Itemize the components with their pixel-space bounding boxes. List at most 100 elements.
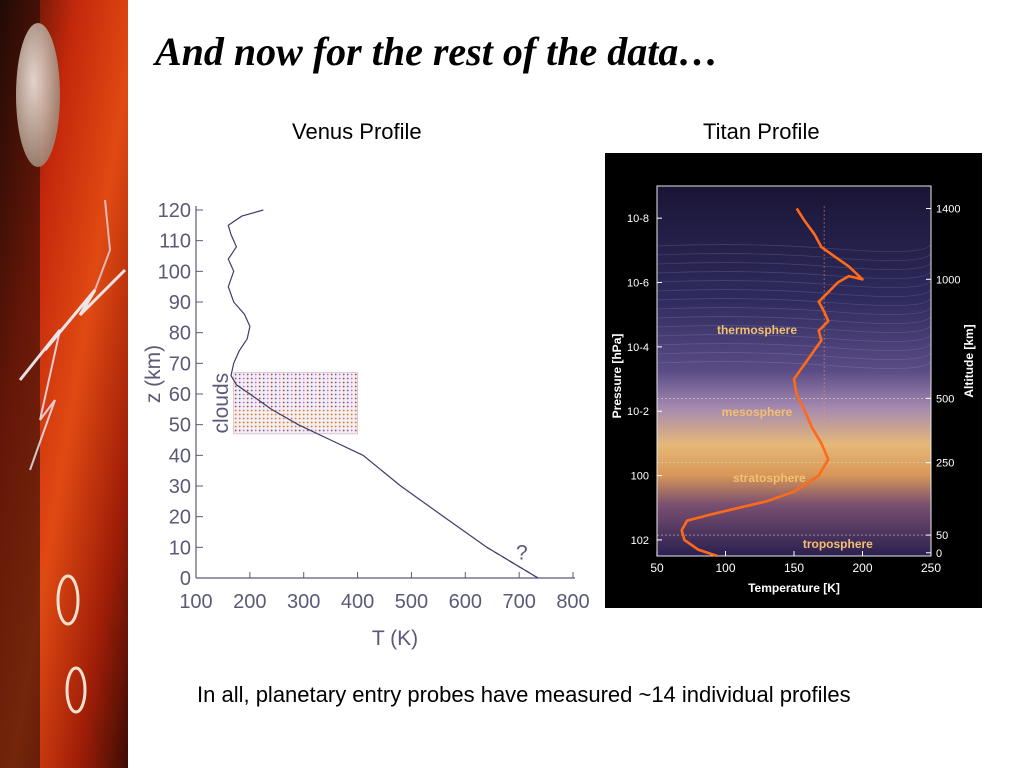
cloud-particle (354, 425, 357, 428)
cloud-particle (330, 425, 333, 428)
cloud-particle (298, 377, 301, 380)
cloud-particle (254, 385, 257, 388)
cloud-particle (298, 421, 301, 424)
cloud-particle (338, 397, 341, 400)
cloud-particle (322, 393, 325, 396)
y-axis-label: z (km) (142, 345, 165, 403)
cloud-particle (242, 417, 245, 420)
cloud-particle (234, 421, 237, 424)
cloud-particle (282, 405, 285, 408)
cloud-particle (254, 421, 257, 424)
cloud-particle (326, 421, 329, 424)
cloud-particle (298, 417, 301, 420)
cloud-particle (306, 389, 309, 392)
cloud-particle (282, 397, 285, 400)
cloud-particle (234, 373, 237, 376)
cloud-particle (246, 417, 249, 420)
cloud-particle (330, 397, 333, 400)
cloud-particle (330, 429, 333, 432)
cloud-particle (322, 373, 325, 376)
cloud-particle (282, 389, 285, 392)
cloud-particle (258, 385, 261, 388)
cloud-particle (234, 405, 237, 408)
x-axis-label: T (K) (372, 627, 418, 650)
cloud-particle (238, 421, 241, 424)
cloud-particle (262, 405, 265, 408)
cloud-particle (270, 425, 273, 428)
cloud-particle (354, 397, 357, 400)
cloud-particle (302, 409, 305, 412)
cloud-particle (306, 373, 309, 376)
cloud-particle (294, 389, 297, 392)
cloud-particle (342, 377, 345, 380)
cloud-particle (322, 413, 325, 416)
cloud-particle (342, 389, 345, 392)
cloud-particle (310, 397, 313, 400)
cloud-particle (338, 405, 341, 408)
cloud-particle (274, 425, 277, 428)
cloud-particle (258, 373, 261, 376)
cloud-particle (238, 409, 241, 412)
cloud-particle (238, 417, 241, 420)
cloud-particle (314, 381, 317, 384)
cloud-particle (242, 393, 245, 396)
cloud-particle (286, 393, 289, 396)
cloud-particle (310, 373, 313, 376)
cloud-particle (238, 377, 241, 380)
cloud-particle (306, 429, 309, 432)
cloud-particle (302, 393, 305, 396)
x-tick-label: 300 (287, 591, 320, 613)
cloud-particle (302, 397, 305, 400)
cloud-particle (286, 421, 289, 424)
cloud-particle (350, 401, 353, 404)
cloud-particle (314, 429, 317, 432)
cloud-particle (250, 413, 253, 416)
cloud-particle (266, 401, 269, 404)
cloud-particle (278, 421, 281, 424)
cloud-particle (354, 381, 357, 384)
cloud-particle (262, 397, 265, 400)
cloud-particle (330, 389, 333, 392)
cloud-particle (246, 381, 249, 384)
cloud-particle (342, 373, 345, 376)
cloud-particle (282, 429, 285, 432)
cloud-particle (338, 393, 341, 396)
cloud-particle (334, 425, 337, 428)
cloud-particle (326, 389, 329, 392)
cloud-particle (306, 413, 309, 416)
cloud-particle (250, 397, 253, 400)
x-tick-label: 500 (395, 591, 428, 613)
cloud-particle (250, 409, 253, 412)
cloud-particle (238, 405, 241, 408)
cloud-particle (242, 373, 245, 376)
y-tick-label: 80 (169, 323, 191, 345)
cloud-particle (338, 429, 341, 432)
cloud-particle (318, 413, 321, 416)
y2-tick-label: 50 (936, 530, 948, 542)
cloud-particle (254, 381, 257, 384)
cloud-particle (246, 421, 249, 424)
cloud-particle (238, 413, 241, 416)
cloud-particle (302, 389, 305, 392)
cloud-particle (270, 393, 273, 396)
cloud-particle (350, 385, 353, 388)
cloud-particle (262, 381, 265, 384)
cloud-particle (342, 393, 345, 396)
cloud-particle (354, 417, 357, 420)
cloud-particle (266, 385, 269, 388)
cloud-particle (278, 381, 281, 384)
cloud-particle (314, 389, 317, 392)
cloud-particle (334, 409, 337, 412)
cloud-particle (306, 425, 309, 428)
cloud-particle (318, 421, 321, 424)
cloud-particle (318, 409, 321, 412)
cloud-particle (294, 393, 297, 396)
cloud-particle (302, 385, 305, 388)
cloud-particle (326, 405, 329, 408)
cloud-particle (246, 385, 249, 388)
cloud-particle (278, 373, 281, 376)
cloud-particle (330, 405, 333, 408)
cloud-particle (318, 389, 321, 392)
venus-profile-chart: 0 10 20 30 40 50 60 70 80 90 100 110 120 100 200 300 400… (142, 200, 590, 650)
cloud-particle (334, 405, 337, 408)
